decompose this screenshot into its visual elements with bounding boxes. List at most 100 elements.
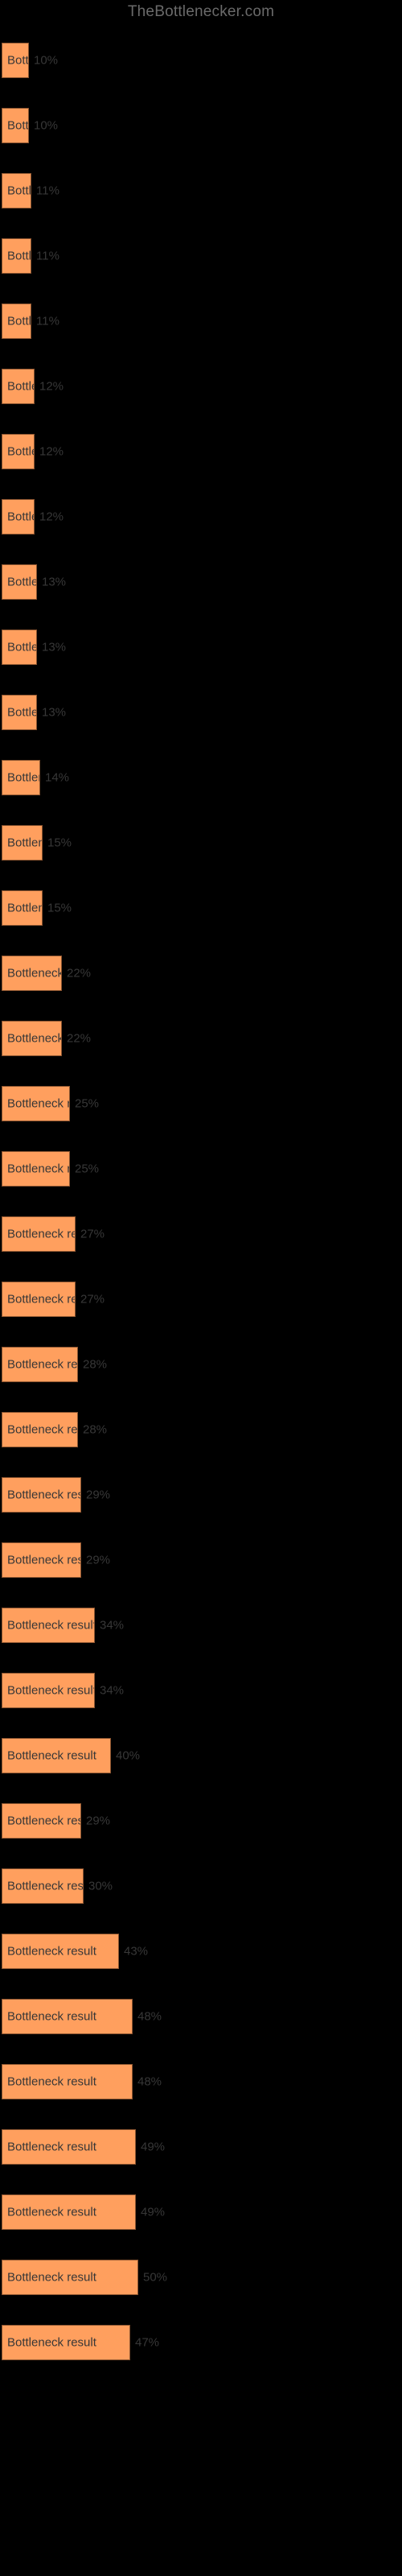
bar-value-label: 12%: [39, 444, 64, 458]
bar: Bottleneck result: [2, 499, 35, 535]
bar: Bottleneck result: [2, 1803, 81, 1839]
bar-row: Bottleneck result15%: [2, 810, 400, 875]
bar-series-label: Bottleneck result: [7, 1814, 81, 1827]
bar-row: Bottleneck result 29%: [2, 1527, 400, 1592]
bar-value-label: 13%: [42, 575, 66, 588]
bar-value-label: 40%: [116, 1748, 140, 1762]
bar-value-label: 25%: [75, 1096, 99, 1110]
bar: Bottleneck result: [2, 1086, 70, 1121]
bar-series-label: Bottleneck result: [7, 1096, 70, 1110]
bar-row: Bottleneck result 27%: [2, 1266, 400, 1331]
bar-row: Bottleneck result 13%: [2, 549, 400, 614]
site-name: TheBottlenecker.com: [128, 3, 274, 20]
bar-row: Bottleneck result49%: [2, 2179, 400, 2244]
bar-row: Bottleneck result 12%: [2, 353, 400, 419]
bar-series-label: Bottleneck result: [7, 1357, 78, 1371]
bar-row: Bottleneck result 29%: [2, 1788, 400, 1853]
bar-row: Bottleneck result48%: [2, 2049, 400, 2114]
bar-series-label: Bottleneck result: [7, 575, 37, 588]
bar-series-label: Bottleneck result: [7, 1683, 95, 1697]
bar-value-label: 13%: [42, 640, 66, 654]
bar-series-label: Bottleneck result: [7, 1422, 78, 1436]
bar-series-label: Bottleneck result: [7, 1618, 95, 1632]
bar-series-label: Bottleneck result: [7, 1879, 84, 1893]
bar: Bottleneck result: [2, 1673, 95, 1708]
bar: Bottleneck result: [2, 369, 35, 404]
bar-value-label: 14%: [45, 770, 69, 784]
bar-value-label: 50%: [143, 2270, 167, 2284]
bar-value-label: 11%: [36, 184, 59, 197]
bar-row: Bottleneck result10%: [2, 27, 400, 93]
bar-value-label: 47%: [135, 2335, 159, 2349]
bar-series-label: Bottleneck result: [7, 184, 31, 197]
bar: Bottleneck result: [2, 1738, 111, 1773]
bar-series-label: Bottleneck result: [7, 2270, 96, 2284]
bar-series-label: Bottleneck result: [7, 379, 35, 393]
bar-row: Bottleneck result22%: [2, 940, 400, 1005]
bar-series-label: Bottleneck result: [7, 1292, 76, 1306]
bar-row: Bottleneck result28%: [2, 1331, 400, 1397]
bar-row: Bottleneck result10%: [2, 93, 400, 158]
bar-value-label: 22%: [67, 1031, 91, 1045]
bar-row: Bottleneck result13%: [2, 679, 400, 745]
bar: Bottleneck result: [2, 303, 31, 339]
bar-row: Bottleneck result12%: [2, 419, 400, 484]
bar-series-label: Bottleneck result: [7, 1553, 81, 1567]
bar-row: Bottleneck result 28%: [2, 1397, 400, 1462]
bar: Bottleneck result: [2, 1868, 84, 1904]
bar-series-label: Bottleneck result: [7, 1488, 81, 1501]
bar-row: Bottleneck result 27%: [2, 1201, 400, 1266]
bar: Bottleneck result: [2, 2064, 133, 2099]
bar: Bottleneck result: [2, 956, 62, 991]
bar-value-label: 28%: [83, 1422, 107, 1436]
bar-row: Bottleneck result 14%: [2, 745, 400, 810]
bar-value-label: 43%: [124, 1944, 148, 1958]
bar: Bottleneck result: [2, 2260, 138, 2295]
bar-row: Bottleneck result 11%: [2, 223, 400, 288]
bar-value-label: 11%: [36, 249, 59, 262]
bar-value-label: 25%: [75, 1162, 99, 1175]
bar-series-label: Bottleneck result: [7, 314, 31, 328]
bar-value-label: 29%: [86, 1814, 110, 1827]
bar: Bottleneck result: [2, 1021, 62, 1056]
bar: Bottleneck result: [2, 43, 29, 78]
bar-series-label: Bottleneck result: [7, 1944, 96, 1958]
bar: Bottleneck result: [2, 1151, 70, 1187]
bar: Bottleneck result: [2, 1477, 81, 1513]
bar: Bottleneck result: [2, 2325, 130, 2360]
bar-value-label: 34%: [100, 1683, 124, 1697]
bar-series-label: Bottleneck result: [7, 1227, 76, 1241]
bar: Bottleneck result: [2, 1934, 119, 1969]
bar-row: Bottleneck result12%: [2, 484, 400, 549]
bar: Bottleneck result: [2, 238, 31, 274]
bar: Bottleneck result: [2, 1542, 81, 1578]
bottleneck-bar-chart: Bottleneck result10%Bottleneck result10%…: [0, 27, 402, 2391]
bar-row: Bottleneck result30%: [2, 1853, 400, 1918]
bar-value-label: 29%: [86, 1553, 110, 1567]
bar-series-label: Bottleneck result: [7, 901, 43, 914]
bar-row: Bottleneck result 34%: [2, 1657, 400, 1723]
bar-value-label: 34%: [100, 1618, 124, 1632]
bar-series-label: Bottleneck result: [7, 2335, 96, 2349]
bar-series-label: Bottleneck result: [7, 2074, 96, 2088]
bar-row: Bottleneck result 47%: [2, 2310, 400, 2375]
bar-row: Bottleneck result49%: [2, 2114, 400, 2179]
bar-value-label: 49%: [141, 2205, 165, 2219]
bar: Bottleneck result: [2, 108, 29, 143]
bar-value-label: 12%: [39, 379, 64, 393]
bar: Bottleneck result: [2, 1412, 78, 1447]
bar: Bottleneck result: [2, 1608, 95, 1643]
bar-value-label: 27%: [80, 1292, 105, 1306]
bar-row: Bottleneck result15%: [2, 875, 400, 940]
bar-value-label: 27%: [80, 1227, 105, 1241]
bar: Bottleneck result: [2, 630, 37, 665]
bar: Bottleneck result: [2, 760, 40, 795]
bar: Bottleneck result: [2, 825, 43, 861]
bar-series-label: Bottleneck result: [7, 1031, 62, 1045]
bar-row: Bottleneck result 11%: [2, 158, 400, 223]
bar-series-label: Bottleneck result: [7, 1748, 96, 1762]
bar: Bottleneck result: [2, 173, 31, 208]
bar-series-label: Bottleneck result: [7, 1162, 70, 1175]
bar-series-label: Bottleneck result: [7, 118, 29, 132]
bar-row: Bottleneck result29%: [2, 1462, 400, 1527]
